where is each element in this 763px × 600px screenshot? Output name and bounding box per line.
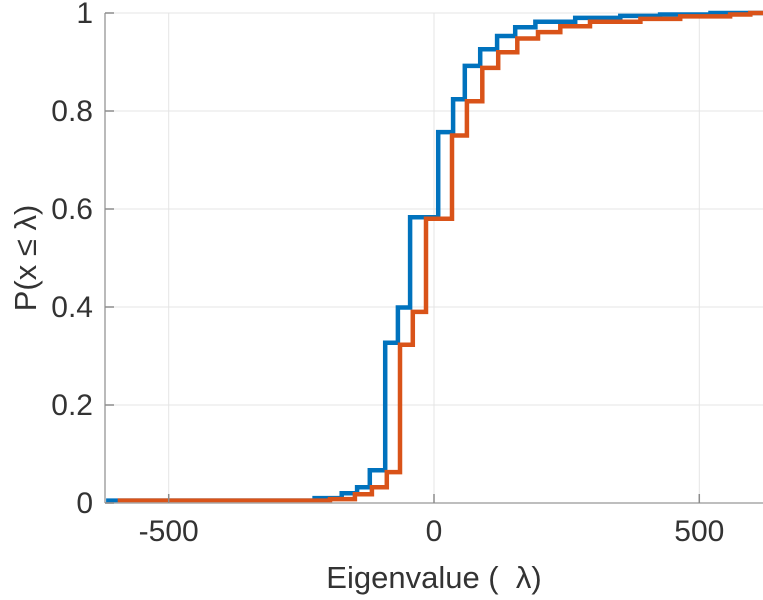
y-tick-label: 0.8 [51, 95, 93, 128]
ecdf-blue-line [106, 10, 763, 503]
y-tick-label: 0.2 [51, 389, 93, 422]
ecdf-orange-line [117, 10, 763, 503]
y-tick-label: 0 [76, 487, 93, 520]
y-tick-label: 0.6 [51, 193, 93, 226]
x-tick-label: 500 [674, 515, 724, 548]
x-tick-label: 0 [426, 515, 443, 548]
y-tick-label: 0.4 [51, 291, 93, 324]
y-tick-label: 1 [76, 0, 93, 30]
x-tick-label: -500 [139, 515, 199, 548]
